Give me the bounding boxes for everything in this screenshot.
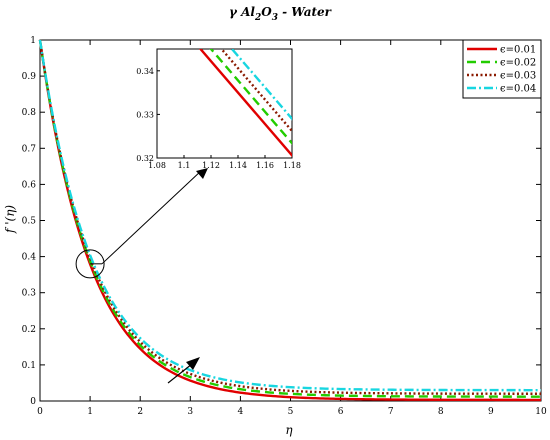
x-tick-label: 7 — [388, 407, 394, 417]
inset-x-tick-label: 1.1 — [178, 161, 191, 170]
x-tick-label: 1 — [87, 407, 93, 417]
y-tick-label: 0.9 — [22, 72, 37, 82]
zoom-arrowhead — [196, 168, 208, 179]
y-tick-label: 0.4 — [22, 253, 37, 263]
y-tick-label: 0 — [30, 397, 36, 407]
title-part: - Water — [278, 5, 333, 19]
inset-y-tick-label: 0.34 — [136, 67, 154, 76]
inset-chart: 1.08 1.1 1.12 1.14 1.16 1.18 0.32 0.33 0.34 — [136, 48, 301, 170]
legend-label: ϵ=0.04 — [500, 84, 536, 95]
inset-series-line — [230, 49, 292, 121]
inset-y-tick-label: 0.33 — [136, 110, 154, 119]
trend-arrow-head — [186, 357, 200, 370]
series-line — [38, 39, 542, 402]
y-axis-title: f '(η) — [3, 205, 17, 234]
series-line — [38, 39, 542, 398]
inset-x-tick-label: 1.18 — [283, 161, 301, 170]
y-tick-label: 0.6 — [22, 180, 37, 190]
title-part: O — [261, 5, 272, 19]
x-axis-title: η — [285, 423, 293, 437]
inset-x-tick-label: 1.14 — [229, 161, 247, 170]
legend-label: ϵ=0.01 — [500, 45, 536, 56]
x-tick-label: 5 — [288, 407, 294, 417]
inset-x-tick-label: 1.12 — [202, 161, 220, 170]
inset-x-tick-label: 1.16 — [256, 161, 274, 170]
y-tick-label: 1 — [30, 36, 36, 46]
inset-series-line — [219, 49, 292, 133]
y-tick-label: 0.5 — [22, 217, 37, 227]
x-tick-label: 0 — [37, 407, 43, 417]
trend-arrow-shaft — [167, 363, 193, 384]
inset-series-line — [198, 49, 292, 158]
x-tick-label: 2 — [137, 407, 143, 417]
series-line — [38, 39, 541, 392]
y-tick-label: 0.8 — [22, 108, 37, 118]
legend: ϵ=0.01 ϵ=0.02 ϵ=0.03 ϵ=0.04 — [462, 39, 542, 99]
inset-y-tick-label: 0.32 — [136, 154, 154, 163]
title-part: γ Al — [229, 5, 255, 19]
zoom-marker — [75, 168, 208, 279]
y-tick-label: 0.7 — [22, 144, 37, 154]
legend-label: ϵ=0.03 — [500, 71, 536, 82]
trend-arrow — [167, 357, 200, 384]
inset-series — [198, 49, 292, 158]
title-part: 2 — [254, 13, 261, 23]
series-lines — [38, 39, 542, 402]
inset-frame — [156, 48, 293, 159]
x-tick-label: 3 — [187, 407, 193, 417]
y-tick-label: 0.1 — [22, 361, 36, 371]
x-tick-label: 9 — [488, 407, 494, 417]
x-tick-label: 4 — [238, 407, 244, 417]
x-tick-label: 10 — [535, 407, 547, 417]
zoom-connector — [101, 169, 203, 265]
legend-label: ϵ=0.02 — [500, 58, 536, 69]
zoom-circle — [75, 249, 105, 279]
y-tick-label: 0.2 — [22, 325, 36, 335]
inset-x-tick-label: 1.08 — [148, 161, 166, 170]
y-axis: 0 0.1 0.2 0.3 0.4 0.5 0.6 0.7 0.8 0.9 1 — [22, 36, 541, 407]
chart-title: γ Al2O3 - Water — [229, 5, 333, 23]
title-part: 3 — [272, 13, 278, 23]
y-tick-label: 0.3 — [22, 289, 37, 299]
x-tick-label: 8 — [438, 407, 444, 417]
x-tick-label: 6 — [338, 407, 344, 417]
